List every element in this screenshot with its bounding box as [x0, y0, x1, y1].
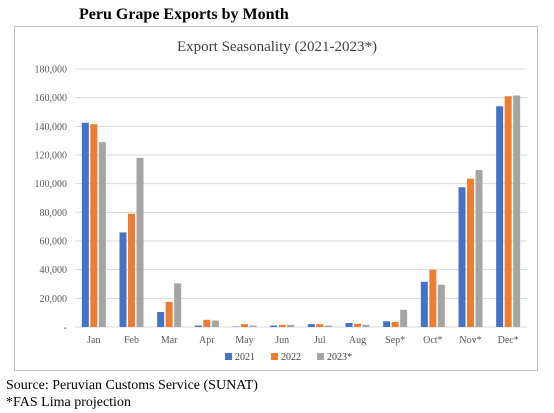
bar-2022-apr — [203, 319, 211, 327]
y-tick-label: 100,000 — [35, 179, 68, 190]
x-tick-label: Sep* — [385, 335, 405, 346]
x-tick-label: Jan — [87, 335, 100, 346]
y-tick-label: 180,000 — [35, 65, 68, 76]
legend-swatch — [317, 353, 324, 360]
bar-2021-apr — [194, 325, 202, 327]
legend-label: 2022 — [281, 352, 301, 363]
x-tick-label: Feb — [124, 335, 139, 346]
bar-2021-jan — [81, 122, 89, 327]
y-tick-label: - — [64, 323, 67, 334]
bar-2022-nov — [467, 178, 474, 327]
x-tick-label: Aug — [349, 335, 366, 346]
bar-2022-oct — [429, 269, 437, 327]
bar-2023-jul — [324, 325, 332, 327]
bar-2023-jun — [287, 324, 295, 327]
source-note: Source: Peruvian Customs Service (SUNAT) — [6, 378, 258, 393]
y-tick-label: 40,000 — [40, 265, 68, 276]
x-tick-label: May — [235, 335, 253, 346]
bar-2023-oct — [437, 284, 445, 327]
bar-2021-aug — [345, 322, 353, 327]
bar-2021-sep — [383, 321, 391, 327]
legend-label: 2021 — [235, 352, 255, 363]
x-axis-ticks: Jan Feb Mar Apr May Jun Jul Aug Sep* Oct* Nov* Dec* — [87, 335, 519, 346]
bar-2023-mar — [174, 283, 182, 327]
bar-2022-may — [241, 324, 248, 327]
gridlines — [75, 68, 527, 328]
bar-2022-dec — [504, 96, 512, 327]
bar-2023-sep — [400, 309, 408, 327]
bar-chart: Export Seasonality (2021-2023*) - 20,000 4… — [35, 39, 527, 363]
bar-2022-aug — [354, 323, 361, 327]
bar-2023-may — [249, 325, 257, 327]
x-tick-label: Apr — [199, 335, 215, 346]
bar-2022-mar — [165, 301, 173, 327]
bar-2021-jul — [307, 324, 315, 327]
bar-2021-dec — [496, 106, 504, 328]
bar-2022-jun — [278, 324, 286, 327]
x-tick-label: Oct* — [423, 335, 442, 346]
bar-2023-apr — [211, 320, 219, 327]
y-tick-label: 80,000 — [40, 208, 68, 219]
figure-title: Peru Grape Exports by Month — [79, 6, 289, 23]
legend-swatch — [271, 353, 278, 360]
y-tick-label: 140,000 — [35, 122, 68, 133]
bar-2021-nov — [458, 187, 466, 327]
y-axis-ticks: - 20,000 40,000 60,000 80,000 100,000 120,000 1… — [35, 65, 68, 334]
x-tick-label: Mar — [161, 335, 178, 346]
bar-2021-mar — [157, 311, 165, 327]
y-tick-label: 160,000 — [35, 93, 68, 104]
bar-2023-feb — [136, 157, 144, 327]
legend-label: 2023* — [327, 352, 352, 363]
bar-2021-oct — [420, 281, 428, 327]
chart-title: Export Seasonality (2021-2023*) — [177, 39, 377, 55]
x-tick-label: Nov* — [459, 335, 481, 346]
bar-2021-feb — [119, 232, 127, 327]
y-tick-label: 20,000 — [40, 294, 68, 305]
bar-2022-jan — [90, 124, 98, 327]
x-tick-label: Dec* — [498, 335, 519, 346]
y-tick-label: 60,000 — [40, 237, 68, 248]
bar-2023-nov — [475, 170, 483, 327]
bar-2022-sep — [391, 321, 399, 327]
x-tick-label: Jul — [314, 335, 326, 346]
chart-frame: Export Seasonality (2021-2023*) - 20,000 4… — [14, 26, 538, 371]
y-tick-label: 120,000 — [35, 151, 68, 162]
bar-2022-jul — [316, 324, 324, 327]
bar-2021-jun — [270, 325, 278, 327]
bar-2023-jan — [98, 142, 106, 327]
x-tick-label: Jun — [275, 335, 289, 346]
legend: 2021 2022 2023* — [225, 352, 352, 363]
bar-2023-aug — [362, 324, 370, 327]
bars — [81, 95, 521, 328]
bar-2022-feb — [128, 213, 135, 327]
bar-2023-dec — [513, 95, 521, 328]
legend-swatch — [225, 353, 232, 360]
projection-note: *FAS Lima projection — [6, 395, 131, 410]
